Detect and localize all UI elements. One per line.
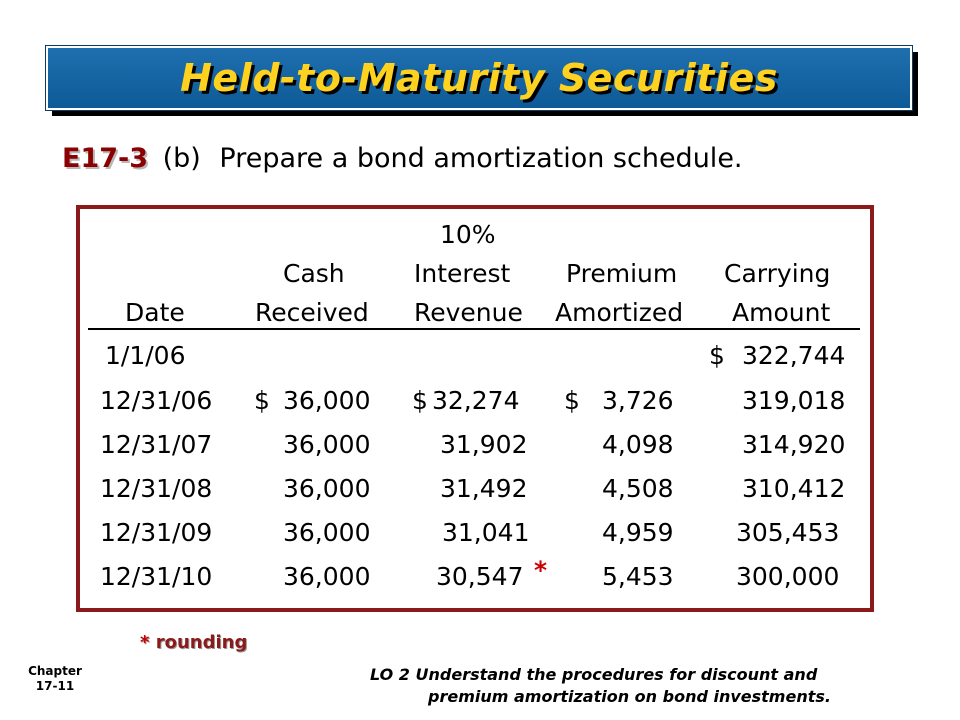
row-date: 12/31/06 xyxy=(100,386,213,415)
row-interest: 31,041 xyxy=(442,518,530,547)
footnote-marker: * xyxy=(140,632,150,653)
row-date: 1/1/06 xyxy=(105,341,186,370)
currency-symbol: $ xyxy=(564,386,580,415)
row-interest: 32,274 xyxy=(432,386,520,415)
row-carrying: 305,453 xyxy=(736,518,840,547)
row-cash: 36,000 xyxy=(283,386,371,415)
learning-objective: LO 2 Understand the procedures for disco… xyxy=(370,664,930,708)
row-premium: 4,959 xyxy=(602,518,674,547)
row-date: 12/31/10 xyxy=(100,562,213,591)
row-interest: 31,492 xyxy=(440,474,528,503)
row-cash: 36,000 xyxy=(283,562,371,591)
header-premium-bottom: Amortized xyxy=(555,298,684,327)
row-carrying: 322,744 xyxy=(742,341,846,370)
header-carrying-top: Carrying xyxy=(724,259,831,288)
slide-title: Held-to-Maturity Securities xyxy=(180,56,778,100)
row-premium: 5,453 xyxy=(602,562,674,591)
row-carrying: 300,000 xyxy=(736,562,840,591)
row-carrying: 319,018 xyxy=(742,386,846,415)
rounding-footnote: * rounding xyxy=(140,632,247,653)
header-date: Date xyxy=(125,298,185,327)
header-interest-top: Interest xyxy=(414,259,511,288)
chapter-label: Chapter 17-11 xyxy=(28,664,82,694)
row-carrying: 310,412 xyxy=(742,474,846,503)
row-cash: 36,000 xyxy=(283,430,371,459)
row-cash: 36,000 xyxy=(283,518,371,547)
currency-symbol: $ xyxy=(412,386,428,415)
currency-symbol: $ xyxy=(254,386,270,415)
footnote-text: rounding xyxy=(155,632,248,653)
chapter-number: 17-11 xyxy=(35,679,75,693)
header-carrying-bottom: Amount xyxy=(732,298,831,327)
header-divider xyxy=(88,328,860,330)
exercise-code: E17-3 xyxy=(62,143,149,174)
rounding-marker: * xyxy=(534,556,548,585)
row-interest: 30,547 xyxy=(436,562,524,591)
header-premium-top: Premium xyxy=(566,259,678,288)
header-rate: 10% xyxy=(440,220,496,249)
row-date: 12/31/08 xyxy=(100,474,213,503)
row-cash: 36,000 xyxy=(283,474,371,503)
row-interest: 31,902 xyxy=(440,430,528,459)
row-date: 12/31/07 xyxy=(100,430,213,459)
learning-objective-line2: premium amortization on bond investments… xyxy=(428,687,831,706)
currency-symbol: $ xyxy=(709,341,725,370)
amortization-table-frame xyxy=(76,205,874,612)
row-premium: 3,726 xyxy=(602,386,674,415)
row-date: 12/31/09 xyxy=(100,518,213,547)
header-cash-bottom: Received xyxy=(255,298,369,327)
header-cash-top: Cash xyxy=(283,259,345,288)
title-bar: Held-to-Maturity Securities xyxy=(45,45,913,111)
chapter-word: Chapter xyxy=(28,664,82,678)
row-premium: 4,098 xyxy=(602,430,674,459)
exercise-part: (b) xyxy=(162,143,201,174)
learning-objective-line1: LO 2 Understand the procedures for disco… xyxy=(370,665,818,684)
row-premium: 4,508 xyxy=(602,474,674,503)
row-carrying: 314,920 xyxy=(742,430,846,459)
instruction-text: Prepare a bond amortization schedule. xyxy=(219,143,743,174)
header-interest-bottom: Revenue xyxy=(414,298,523,327)
exercise-instruction: E17-3 (b) Prepare a bond amortization sc… xyxy=(62,143,743,174)
